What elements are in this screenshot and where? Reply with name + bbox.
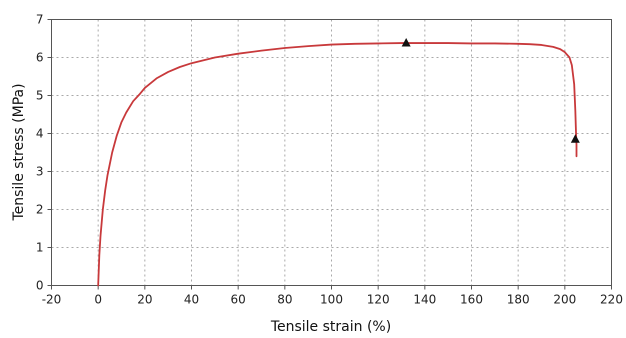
x-tick-label: 160 — [460, 293, 483, 307]
x-tick-label: 140 — [413, 293, 436, 307]
y-axis-label: Tensile stress (MPa) — [11, 83, 27, 221]
y-tick-label: 6 — [36, 51, 44, 65]
triangle-marker — [570, 134, 580, 143]
x-tick-label: 180 — [507, 293, 530, 307]
x-tick-label: 120 — [367, 293, 390, 307]
y-tick-label: 4 — [36, 127, 44, 141]
x-tick-label: 0 — [94, 293, 102, 307]
triangle-marker — [401, 38, 411, 47]
y-tick-label: 7 — [36, 13, 44, 27]
curve-markers — [401, 38, 580, 143]
x-tick-label: 100 — [320, 293, 343, 307]
x-tick-label: 80 — [277, 293, 292, 307]
x-tick-label: -20 — [42, 293, 62, 307]
grid — [51, 19, 612, 286]
x-tick-label: 220 — [600, 293, 623, 307]
y-tick-label: 5 — [36, 89, 44, 103]
y-axis-ticks: 0 1 2 3 4 5 6 7 — [36, 13, 52, 293]
x-tick-label: 20 — [137, 293, 152, 307]
x-axis-label: Tensile strain (%) — [270, 319, 391, 335]
y-tick-label: 0 — [36, 279, 44, 293]
stress-strain-curve — [97, 42, 578, 287]
y-tick-label: 1 — [36, 241, 44, 255]
y-tick-label: 2 — [36, 203, 44, 217]
y-tick-label: 3 — [36, 165, 44, 179]
x-axis-ticks: -20 0 20 40 60 80 100 120 140 160 180 200 220 — [42, 285, 623, 307]
x-tick-label: 60 — [231, 293, 246, 307]
x-tick-label: 200 — [553, 293, 576, 307]
x-tick-label: 40 — [184, 293, 199, 307]
